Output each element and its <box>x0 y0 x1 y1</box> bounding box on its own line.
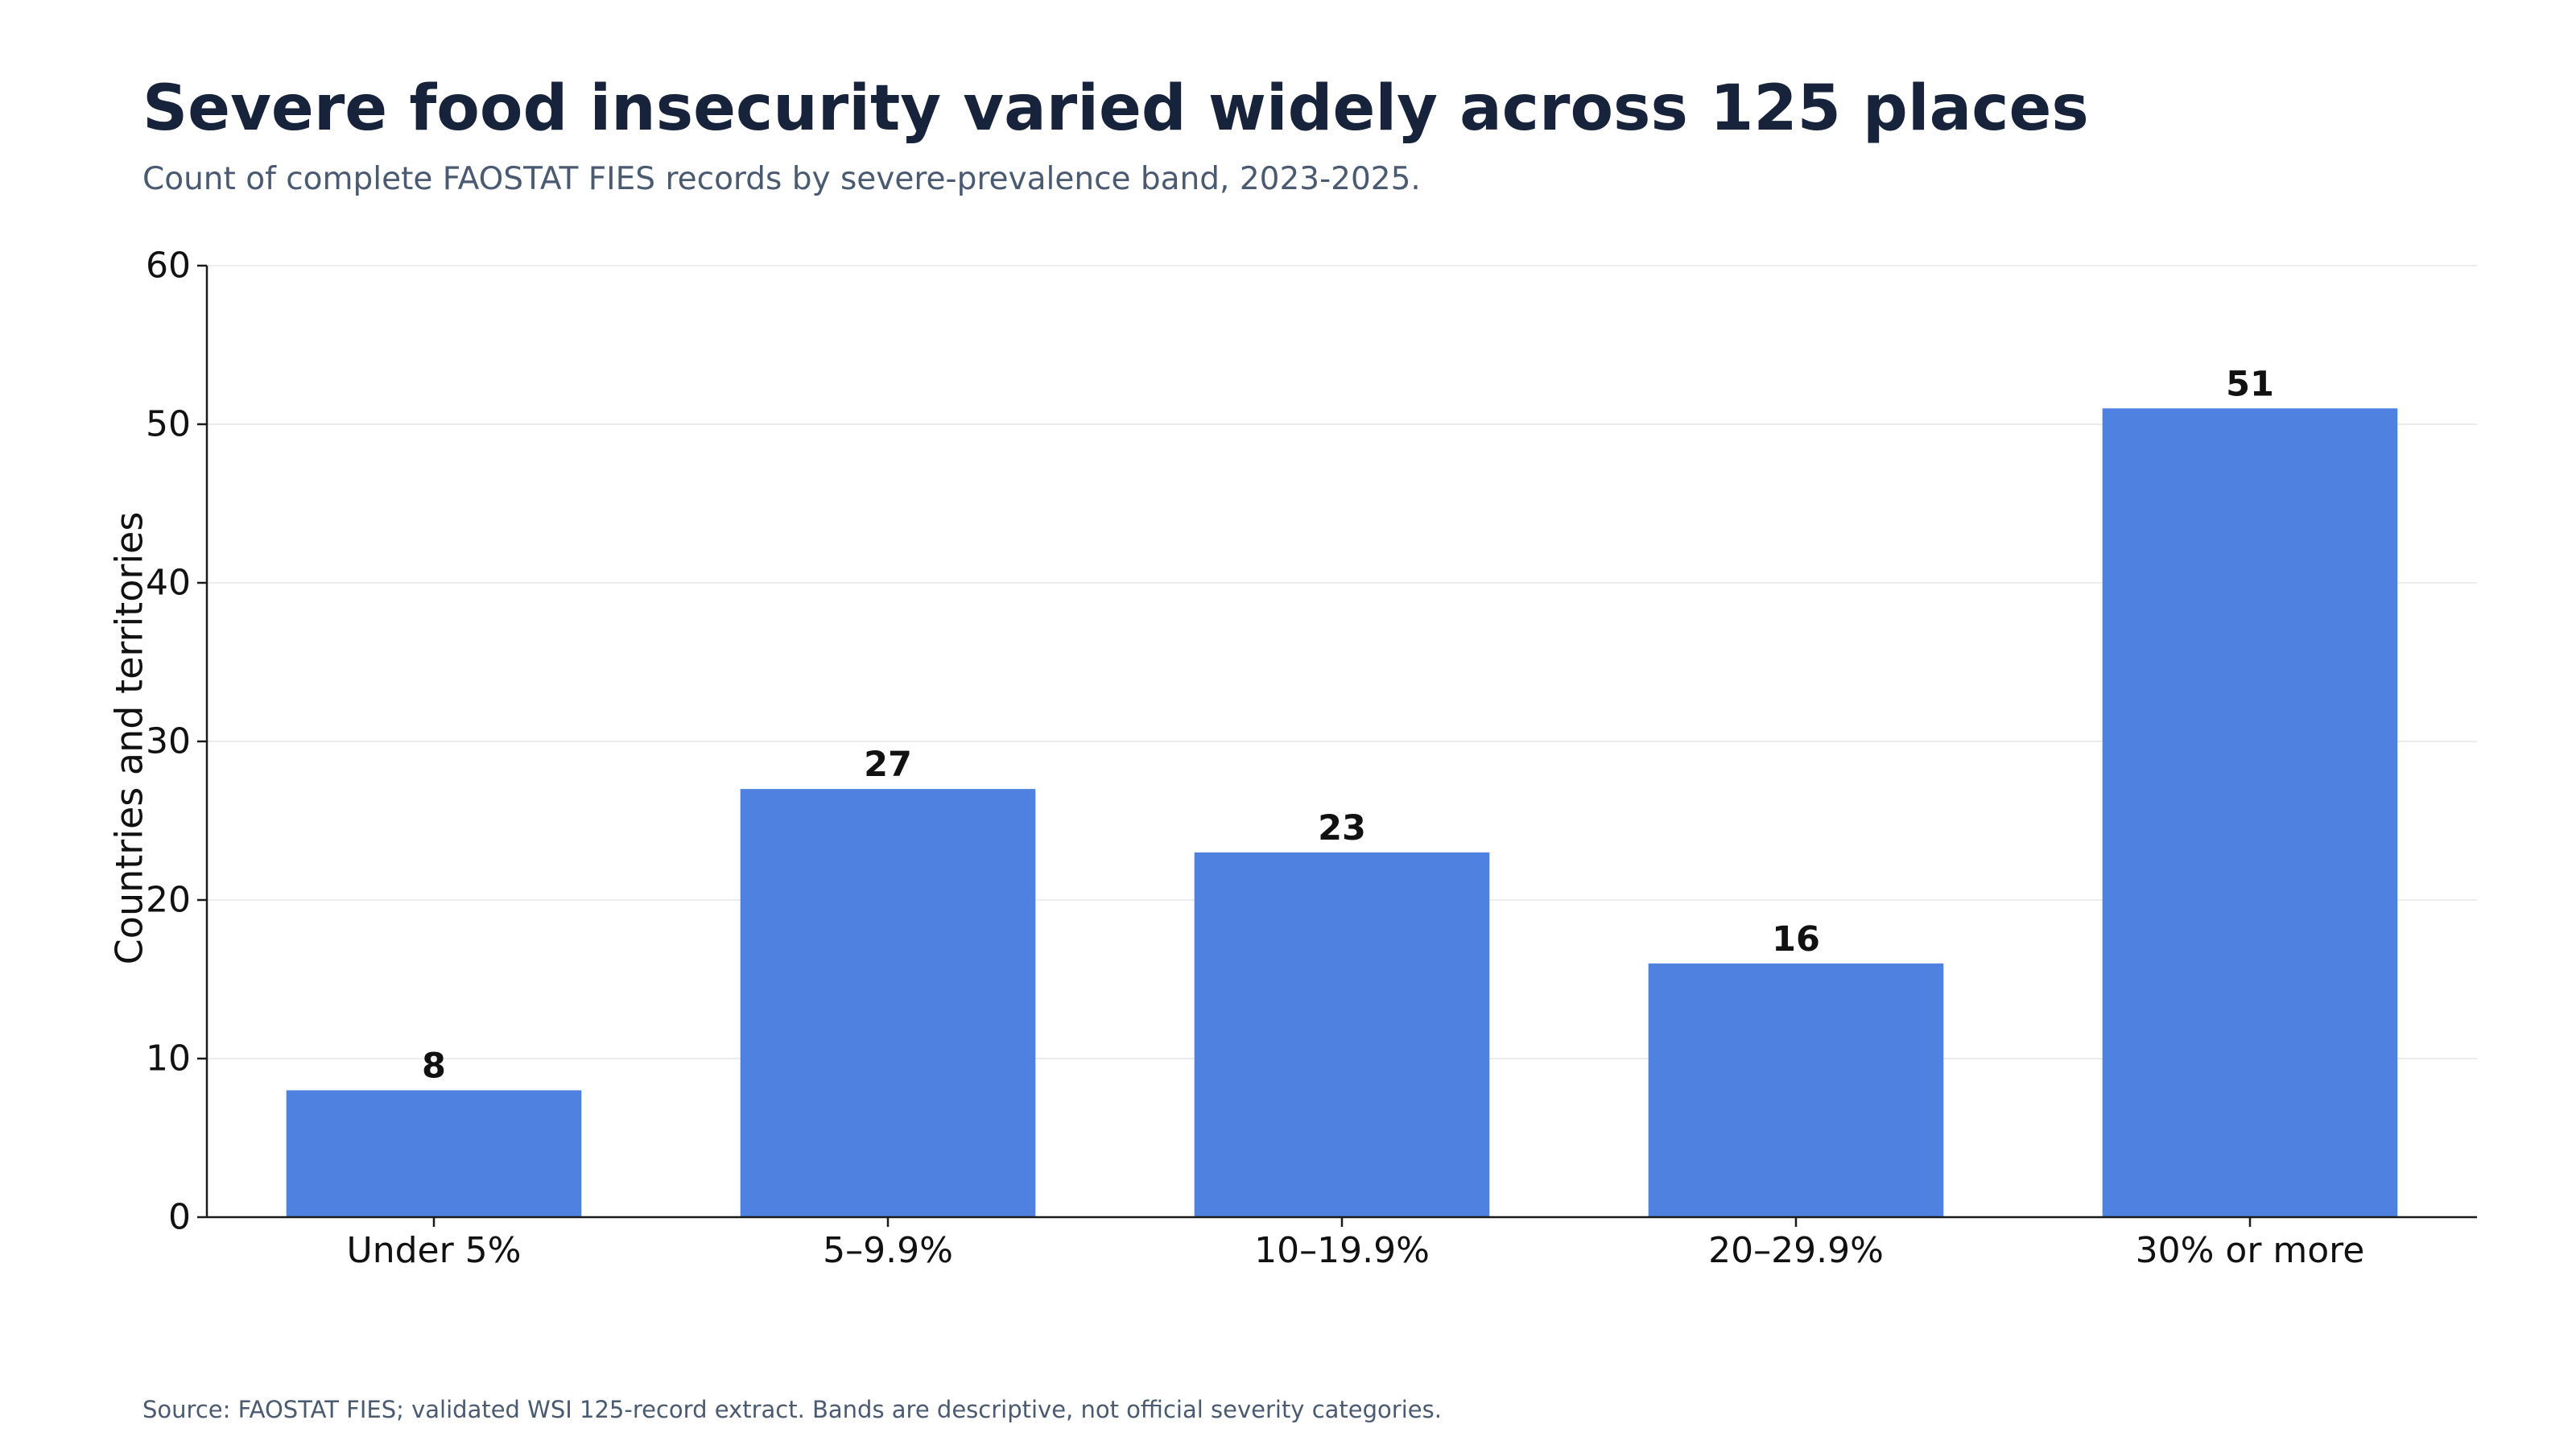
chart-title: Severe food insecurity varied widely acr… <box>142 72 2089 145</box>
data-label: 16 <box>1772 919 1820 960</box>
x-tick-label: 5–9.9% <box>823 1230 953 1271</box>
y-tick-label: 40 <box>146 563 191 604</box>
bar <box>2102 408 2398 1217</box>
bar <box>1194 852 1490 1217</box>
bars <box>286 408 2398 1217</box>
y-tick-label: 0 <box>168 1197 191 1238</box>
data-labels: 8 27 23 16 51 <box>422 364 2274 1086</box>
y-tick-label: 50 <box>146 404 191 445</box>
chart-subtitle: Count of complete FAOSTAT FIES records b… <box>142 161 1421 197</box>
data-label: 27 <box>864 745 912 785</box>
bar <box>286 1090 582 1217</box>
y-tick-label: 10 <box>146 1038 191 1080</box>
axes: 0 10 20 30 40 50 60 Under 5% 5–9.9% 10–19.9% 20–29… <box>146 246 2477 1271</box>
bar <box>740 789 1036 1217</box>
y-tick-label: 20 <box>146 880 191 921</box>
source-note: Source: FAOSTAT FIES; validated WSI 125-… <box>142 1396 1442 1423</box>
x-tick-label: 30% or more <box>2136 1230 2365 1271</box>
x-tick-label: Under 5% <box>347 1230 522 1271</box>
data-label: 8 <box>422 1046 446 1086</box>
y-tick-label: 30 <box>146 721 191 762</box>
bar <box>1648 963 1944 1217</box>
data-label: 51 <box>2226 364 2274 404</box>
x-tick-label: 20–29.9% <box>1708 1230 1884 1271</box>
x-tick-label: 10–19.9% <box>1254 1230 1430 1271</box>
y-tick-label: 60 <box>146 246 191 287</box>
y-axis-title: Countries and territories <box>108 512 151 965</box>
data-label: 23 <box>1318 808 1366 848</box>
